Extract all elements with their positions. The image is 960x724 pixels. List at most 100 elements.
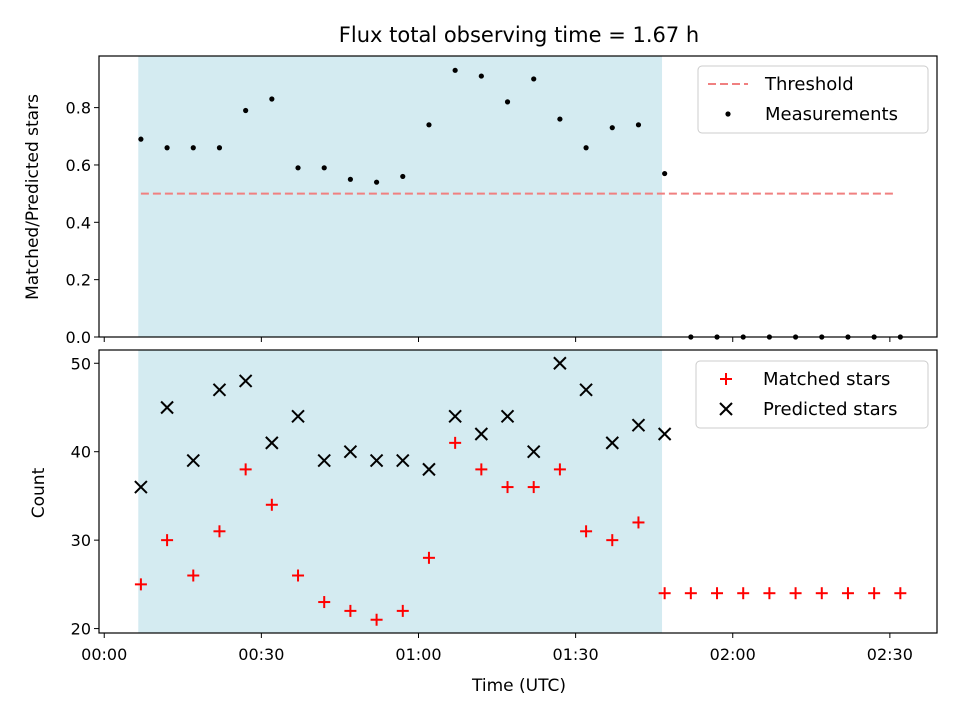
y-tick-label: 20 [71,620,91,639]
measurement-point [347,176,353,182]
count-y-ticks: 20 30 40 50 [71,354,99,639]
measurement-point [243,107,249,114]
ratio-y-axis-label: Matched/Predicted stars [23,94,43,300]
predicted-stars-point [500,409,515,424]
count-y-axis-label: Count [29,467,49,518]
measurement-point [426,122,432,128]
chart-title: Flux total observing time = 1.67 h [339,23,699,47]
y-tick-label: 0.0 [66,328,91,347]
measurement-point [373,179,380,185]
measurement-point [557,116,563,122]
x-tick-label: 00:30 [238,645,284,664]
matched-stars-point [737,587,750,600]
predicted-stars-point [265,436,279,450]
predicted-stars-point [212,383,227,397]
y-tick-label: 50 [71,354,91,373]
predicted-stars-point [657,427,672,441]
count-axes-frame [98,349,938,634]
legend-predicted-marker [719,402,733,416]
x-tick-label: 00:00 [81,645,127,664]
predicted-stars-point [186,453,200,468]
matched-stars-point [658,587,671,600]
count-legend-box [695,360,929,429]
predicted-stars-point [422,462,436,477]
measurement-point [531,76,537,82]
predicted-stars-point [291,409,305,424]
count-legend: Matched stars Predicted stars [695,360,929,429]
matched-stars-point [370,613,383,626]
matched-stars-point [449,436,462,449]
matched-stars-point [265,498,278,511]
matched-stars-point [213,525,226,538]
predicted-stars-point [631,418,646,432]
predicted-stars-point [343,444,358,459]
matched-stars-point [396,604,409,617]
measurement-point [295,165,301,171]
y-tick-label: 40 [71,443,91,462]
predicted-stars-point [396,453,410,468]
measurement-point [635,122,642,128]
predicted-stars-point [448,409,462,424]
x-tick-label: 02:30 [867,645,913,664]
matched-stars-point [422,551,435,564]
matched-stars-point [187,569,200,582]
ratio-y-ticks: 0.0 0.2 0.4 0.6 0.8 [66,99,99,347]
predicted-stars-point [579,383,593,397]
y-tick-label: 0.6 [66,156,91,175]
matched-stars-point [475,463,488,476]
matched-stars-point [161,534,174,547]
measurement-point [662,170,668,177]
measurement-point [583,145,589,151]
predicted-stars-point [527,444,541,459]
y-tick-label: 30 [71,531,91,550]
predicted-stars-point [474,427,489,441]
predicted-stars-point [317,453,331,468]
matched-stars-point [580,525,593,538]
y-tick-label: 0.4 [66,213,91,232]
matched-stars-point [344,604,357,617]
measurement-point [138,136,144,142]
predicted-stars-point [605,436,619,450]
ratio-x-ticks [103,337,891,342]
measurement-point [400,173,406,180]
measurement-point [452,67,458,73]
matched-stars-point [763,587,776,600]
legend-threshold-label: Threshold [764,74,854,95]
ratio-marks [138,67,903,340]
legend-measurements-label: Measurements [765,104,898,125]
count-x-ticks: 00:00 00:30 01:00 01:30 02:00 02:30 [81,633,913,664]
measurement-point [216,145,223,151]
matched-stars-point [239,463,252,476]
measurement-point [164,145,170,151]
matched-stars-point [553,463,566,476]
x-tick-label: 01:00 [395,645,441,664]
panel-ratio: 0.00.20.40.60.8 Matched/Predicted stars … [23,55,938,347]
matched-stars-point [292,569,305,582]
ratio-legend: Threshold Measurements [697,65,929,134]
count-marks [134,356,907,626]
measurement-point [478,73,484,79]
measurement-point [504,99,511,105]
ratio-legend-box [697,65,929,134]
legend-matched-marker [720,373,732,385]
matched-stars-point [606,534,619,547]
measurement-point [190,145,196,151]
matched-stars-point [527,481,540,494]
matched-stars-point [632,516,645,529]
predicted-stars-point [369,453,384,468]
legend-predicted-label: Predicted stars [763,399,897,420]
predicted-stars-point [238,374,253,388]
predicted-stars-point [134,480,148,494]
matched-stars-point [894,587,907,600]
matched-stars-point [789,587,802,600]
legend-matched-label: Matched stars [763,369,890,390]
observing-window-shade-bottom [138,350,663,633]
matched-stars-point [134,578,147,591]
x-tick-label: 02:00 [710,645,756,664]
measurement-point [609,125,615,131]
legend-measurements-marker [725,111,731,117]
x-axis-label: Time (UTC) [471,676,566,696]
measurement-point [269,96,275,102]
